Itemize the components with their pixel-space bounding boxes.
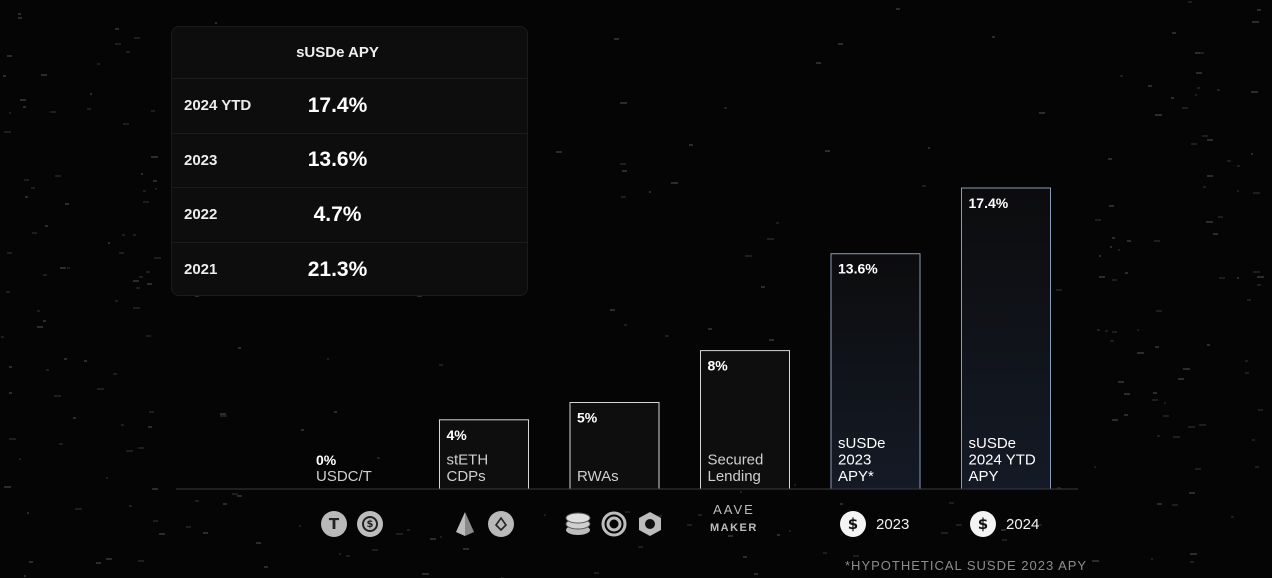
bar-value-label: 8% [708,358,729,374]
bar-category-label: sUSDe 2024 YTD APY [969,435,1036,485]
bar-value-label: 4% [447,427,468,443]
bar [830,253,921,490]
lending-brands: AAVE MAKER [710,502,758,535]
apy-row-year: 2024 YTD [184,97,252,115]
bar-category-label: RWAs [577,468,619,485]
aave-logo: AAVE [713,502,755,517]
bar-value-label: 0% [316,452,337,468]
apy-table: sUSDe APY 2024 YTD 17.4% 2023 13.6% 2022… [171,26,528,296]
bar-category-label: Secured Lending [708,452,764,486]
susde-coin-icon: $ [970,511,996,537]
year-label: 2024 [1006,515,1040,533]
year-label: 2023 [876,515,910,533]
ondo-ring-icon [601,511,627,537]
tether-coin-icon: T [321,511,347,537]
apy-row-value: 13.6% [307,148,368,172]
apy-table-header: sUSDe APY [172,27,527,79]
bar-category-label: sUSDe 2023 APY* [838,435,886,485]
susde-2024-icons: $ 2024 [970,508,1039,540]
bar-value-label: 13.6% [838,261,878,277]
apy-row-year: 2021 [184,261,218,279]
apy-row-year: 2023 [184,151,218,169]
apy-row-value: 4.7% [313,202,362,226]
usdc-coin-icon: $ [357,511,383,537]
coin-stack-icon [565,512,591,535]
bar-category-label: stETH CDPs [447,452,489,486]
lido-icon [456,512,474,536]
apy-row: 2022 4.7% [172,188,527,243]
bar [569,402,660,490]
steth-icons [452,508,514,540]
bar [961,187,1051,490]
apy-row-year: 2022 [184,206,218,224]
footnote: *HYPOTHETICAL SUSDE 2023 APY [845,558,1088,573]
apy-header-label: sUSDe APY [296,44,379,61]
bar-value-label: 5% [577,410,598,426]
bar-value-label: 17.4% [969,195,1009,211]
rwa-icons [565,508,663,540]
apy-row: 2024 YTD 17.4% [172,79,527,134]
ethereum-coin-icon [488,511,514,537]
apy-row-value: 17.4% [307,93,368,117]
usdc-t-icons: T $ [321,508,383,540]
susde-2023-icons: $ 2023 [840,508,909,540]
hexagon-protocol-icon [639,512,661,536]
bar-category-label: USDC/T [316,468,372,485]
bar [439,419,529,490]
apy-row-value: 21.3% [307,257,368,281]
bar [700,350,790,490]
apy-row: 2023 13.6% [172,134,527,188]
apy-row: 2021 21.3% [172,243,527,296]
susde-coin-icon: $ [840,511,866,537]
maker-logo: MAKER [710,522,758,534]
